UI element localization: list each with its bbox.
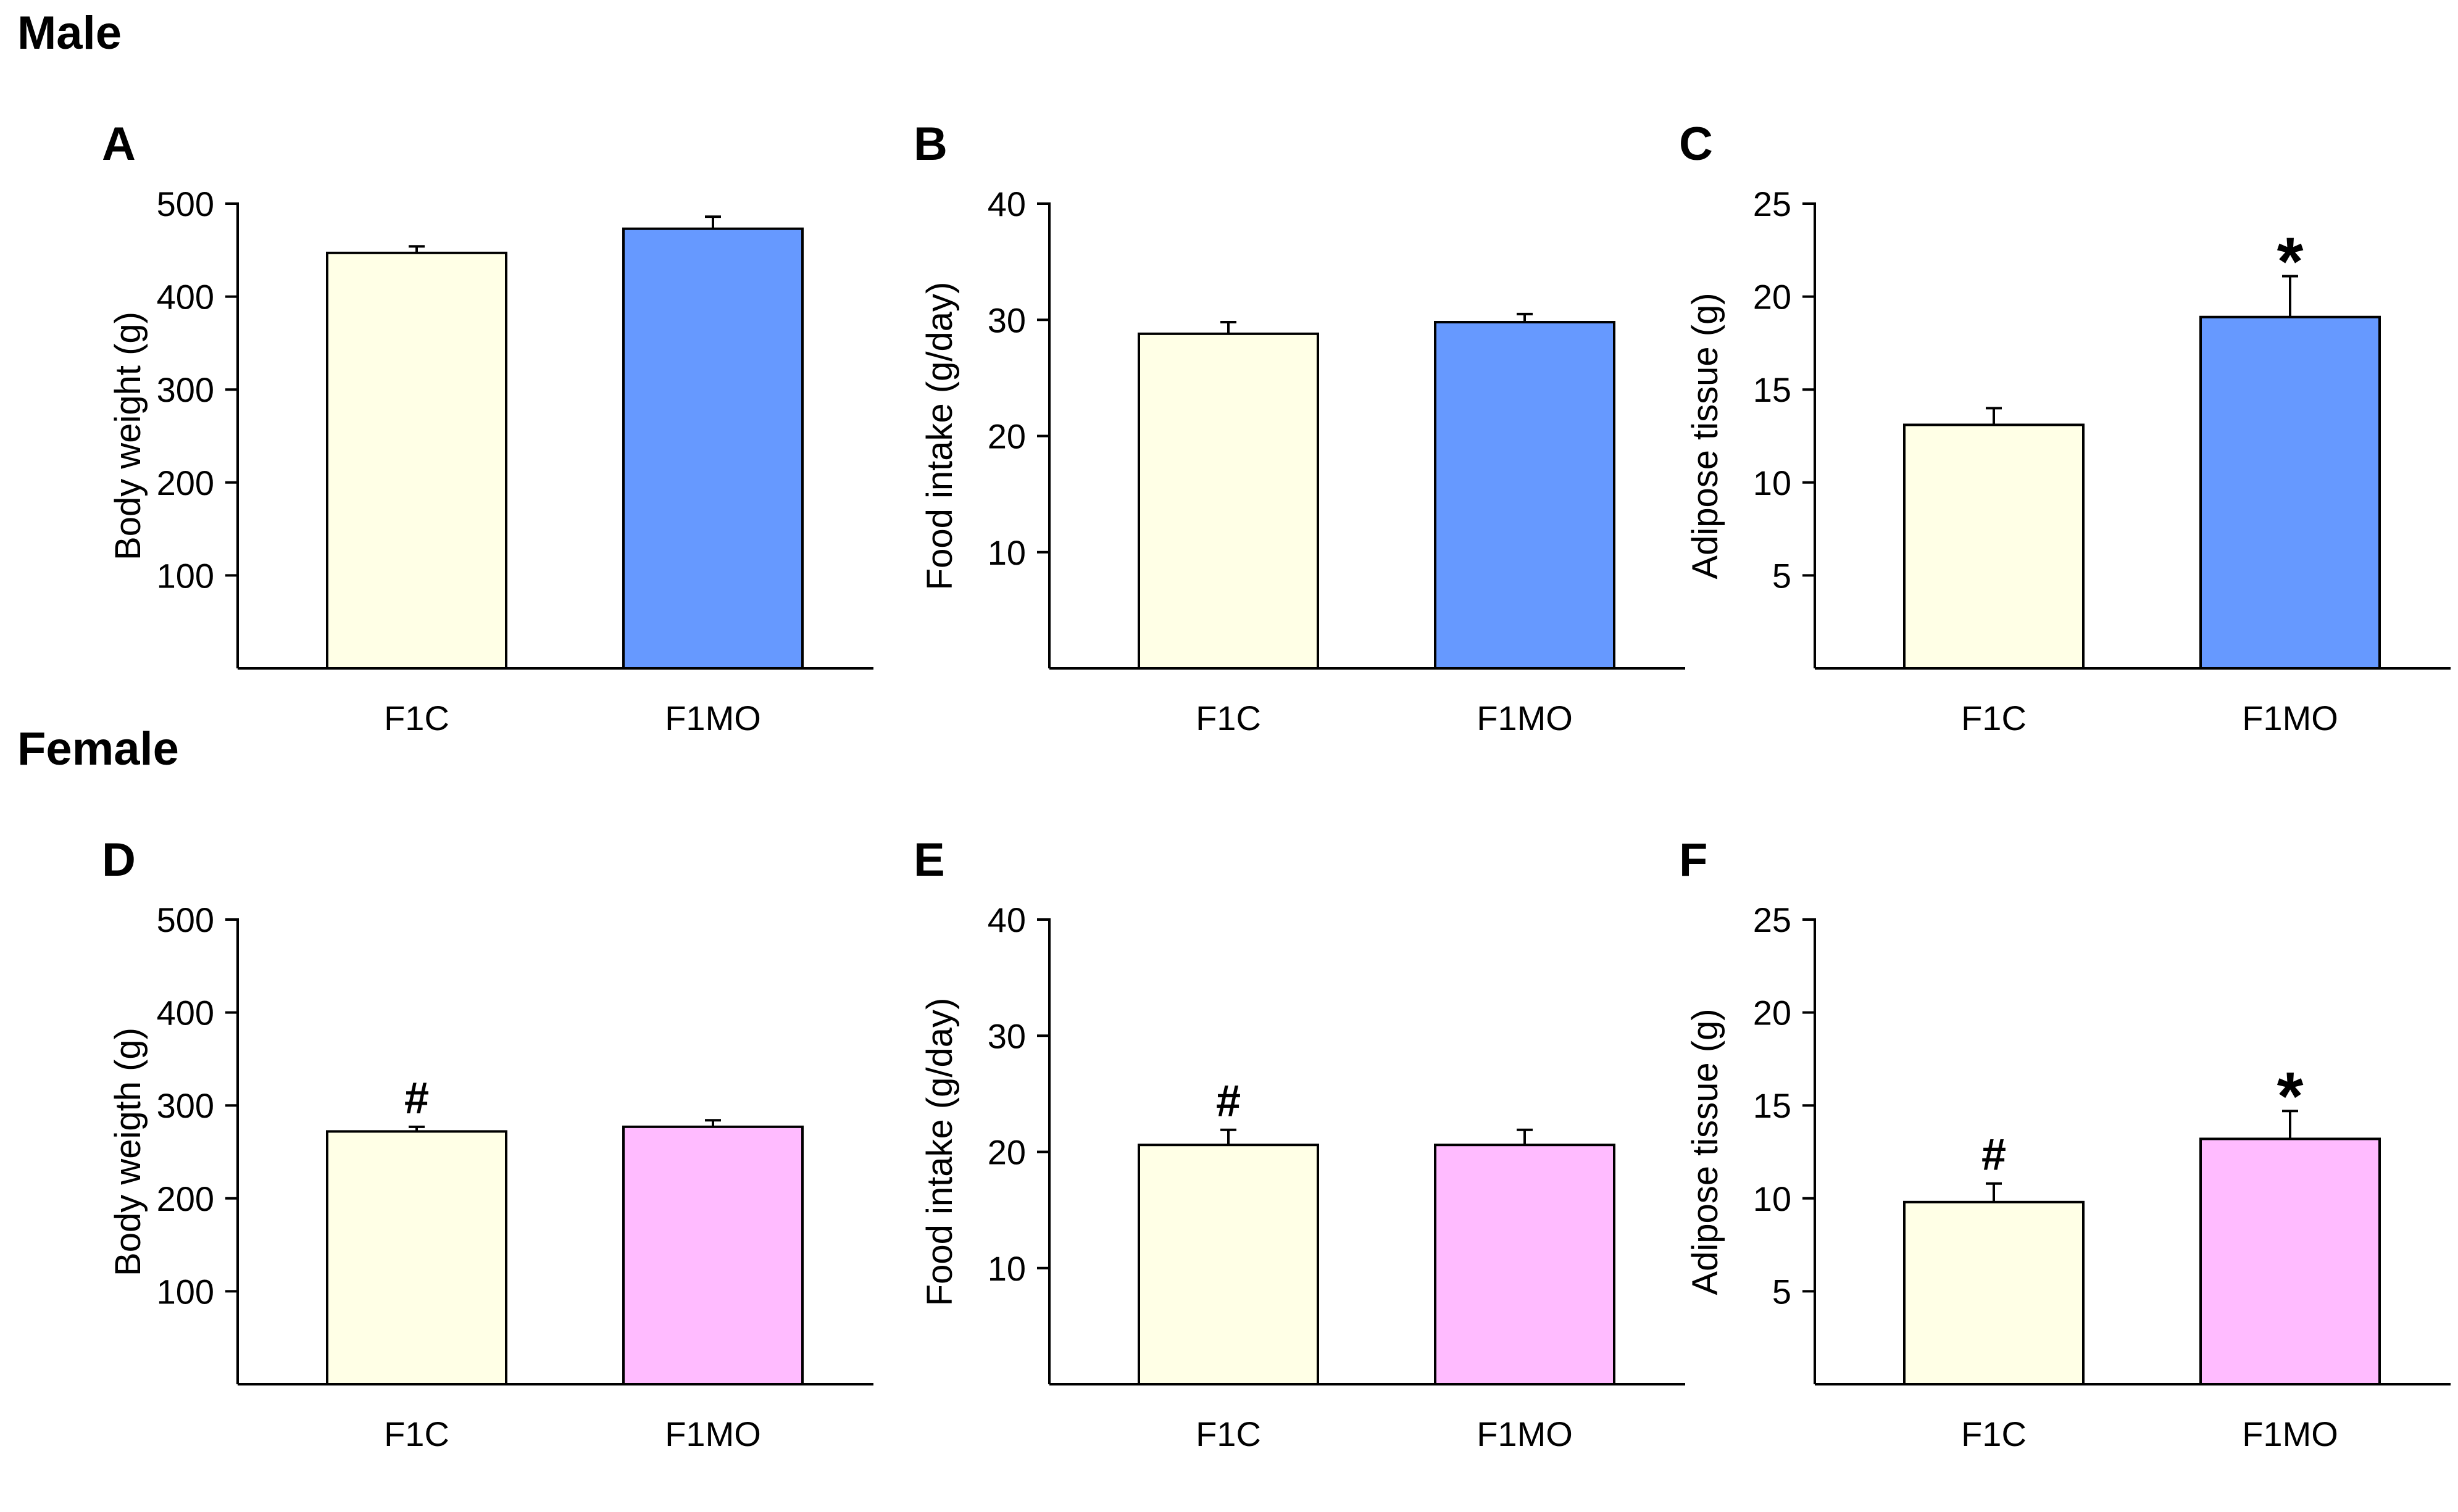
food-intake-female-chart: 10 20 30 40 Food intake (g/day) F1C # F1MO: [920, 900, 1685, 1453]
y-tick-label: 40: [988, 185, 1026, 223]
y-tick-label: 25: [1753, 900, 1791, 939]
significance-asterisk: *: [2277, 1058, 2304, 1134]
female-section-title: Female: [17, 723, 179, 775]
x-tick-label: F1C: [1961, 699, 2027, 737]
y-tick-label: 30: [988, 1016, 1026, 1055]
y-tick-label: 25: [1753, 185, 1791, 223]
y-tick-label: 200: [157, 463, 214, 502]
y-axis-label: Adipose tissue (g): [1685, 293, 1725, 579]
bar-f1mo: [2199, 1137, 2381, 1385]
y-tick-label: 500: [157, 185, 214, 223]
x-tick-label: F1C: [1196, 699, 1261, 737]
x-tick-label: F1MO: [1477, 699, 1573, 737]
panel-label-f: F: [1679, 834, 1708, 886]
panel-label-d: D: [102, 834, 136, 886]
bar-f1mo: [622, 227, 804, 670]
body-weight-female-chart: 100 200 300 400 500 Body weigth (g) F1C # F1MO: [108, 900, 873, 1453]
bar-f1c: [1903, 1200, 2085, 1385]
x-tick-label: F1MO: [665, 699, 761, 737]
y-tick-label: 20: [1753, 278, 1791, 317]
body-weight-male-chart: 100 200 300 400 500 Body weight (g) F1C F1MO: [108, 185, 873, 737]
panel-f: F 5 10 15 20 25 Adipose tissue (g) F1C # F1MO *: [1679, 833, 2451, 1512]
bar-f1c: [1903, 423, 2085, 670]
significance-hash: #: [1981, 1131, 2006, 1180]
y-tick-label: 500: [157, 900, 214, 939]
y-tick-label: 300: [157, 370, 214, 409]
y-axis-label: Adipose tissue (g): [1685, 1008, 1725, 1295]
x-tick-label: F1C: [384, 1414, 449, 1453]
y-axis-label: Body weigth (g): [108, 1028, 148, 1276]
y-axis-label: Food intake (g/day): [920, 282, 960, 591]
x-tick-label: F1C: [1196, 1414, 1261, 1453]
y-tick-label: 400: [157, 994, 214, 1032]
y-tick-label: 20: [1753, 994, 1791, 1032]
panel-d: D 100 200 300 400 500 Body weigth (g) F1C # F1MO: [102, 833, 873, 1512]
bar-f1c: [1138, 332, 1319, 670]
y-tick-label: 100: [157, 1272, 214, 1311]
x-tick-label: F1MO: [665, 1414, 761, 1453]
panel-b: B 10 20 30 40 Food intake (g/day) F1C F1MO: [914, 117, 1685, 796]
bar-f1mo: [622, 1125, 804, 1385]
x-tick-label: F1MO: [2242, 1414, 2338, 1453]
x-tick-label: F1C: [384, 699, 449, 737]
y-tick-label: 20: [988, 417, 1026, 456]
x-tick-label: F1MO: [1477, 1414, 1573, 1453]
male-section-title: Male: [17, 7, 122, 59]
y-tick-label: 300: [157, 1086, 214, 1125]
y-tick-label: 30: [988, 301, 1026, 339]
bar-f1mo: [1434, 321, 1615, 670]
y-tick-label: 40: [988, 900, 1026, 939]
significance-hash: #: [404, 1074, 429, 1123]
y-tick-label: 10: [988, 1249, 1026, 1288]
panel-label-e: E: [914, 834, 945, 886]
bar-f1mo: [2199, 315, 2381, 670]
y-tick-label: 10: [988, 533, 1026, 572]
x-tick-label: F1C: [1961, 1414, 2027, 1453]
bar-f1c: [326, 1130, 507, 1385]
bar-f1mo: [1434, 1144, 1615, 1385]
x-tick-label: F1MO: [2242, 699, 2338, 737]
y-tick-label: 15: [1753, 1086, 1791, 1125]
panel-label-a: A: [102, 118, 136, 170]
significance-hash: #: [1216, 1077, 1241, 1126]
significance-asterisk: *: [2277, 223, 2304, 299]
y-axis-label: Body weight (g): [108, 312, 148, 560]
y-tick-label: 15: [1753, 370, 1791, 409]
y-tick-label: 5: [1772, 1272, 1791, 1311]
food-intake-male-chart: 10 20 30 40 Food intake (g/day) F1C F1MO: [920, 185, 1685, 737]
bar-f1c: [1138, 1144, 1319, 1385]
panel-c: C 5 10 15 20 25 Adipose tissue (g) F1C F1MO *: [1679, 117, 2451, 796]
y-axis-label: Food intake (g/day): [920, 998, 960, 1306]
bar-f1c: [326, 251, 507, 670]
panel-a: A 100 200 300 400 500 Body weight (g) F1C F1MO: [102, 117, 873, 796]
adipose-tissue-female-chart: 5 10 15 20 25 Adipose tissue (g) F1C # F1MO *: [1685, 900, 2451, 1453]
y-tick-label: 10: [1753, 463, 1791, 502]
panel-label-c: C: [1679, 118, 1713, 170]
y-tick-label: 5: [1772, 556, 1791, 595]
panel-label-b: B: [914, 118, 948, 170]
y-tick-label: 100: [157, 556, 214, 595]
y-tick-label: 400: [157, 278, 214, 317]
y-tick-label: 200: [157, 1179, 214, 1218]
y-tick-label: 10: [1753, 1179, 1791, 1218]
panel-e: E 10 20 30 40 Food intake (g/day) F1C # F1MO: [914, 833, 1685, 1512]
adipose-tissue-male-chart: 5 10 15 20 25 Adipose tissue (g) F1C F1MO *: [1685, 185, 2451, 737]
y-tick-label: 20: [988, 1133, 1026, 1172]
